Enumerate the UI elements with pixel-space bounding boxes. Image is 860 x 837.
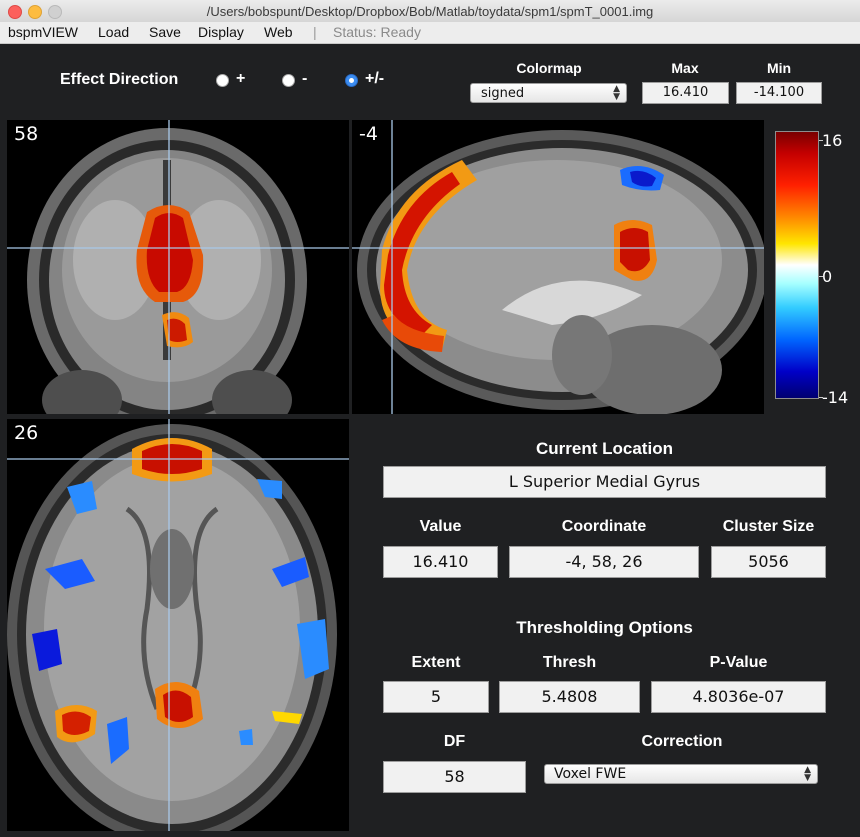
menu-bar: bspmVIEW Load Save Display Web | Status:… <box>0 22 860 44</box>
radio-positive[interactable] <box>216 74 229 87</box>
df-label: DF <box>443 733 466 750</box>
df-field[interactable]: 58 <box>383 761 526 793</box>
minimize-window-button[interactable] <box>28 5 42 19</box>
p-value-label: P-Value <box>709 654 768 671</box>
thresholding-title: Thresholding Options <box>516 618 693 637</box>
title-bar: /Users/bobspunt/Desktop/Dropbox/Bob/Matl… <box>0 0 860 23</box>
colorbar-min-label: -14 <box>822 388 849 407</box>
colormap-value: signed <box>481 86 525 101</box>
axial-view[interactable]: 26 <box>7 419 349 831</box>
colorbar <box>775 131 819 399</box>
effect-direction-label: Effect Direction <box>60 71 179 88</box>
cluster-size-label: Cluster Size <box>722 518 815 535</box>
region-field: L Superior Medial Gyrus <box>383 466 826 498</box>
coronal-view[interactable]: 58 <box>7 120 349 414</box>
menu-bspmview[interactable]: bspmVIEW <box>8 24 79 40</box>
radio-negative[interactable] <box>282 74 295 87</box>
min-label: Min <box>766 60 792 76</box>
menu-load[interactable]: Load <box>98 24 130 40</box>
colorbar-tick-mark <box>819 140 823 141</box>
coordinate-label: Coordinate <box>561 518 647 535</box>
close-window-button[interactable] <box>8 5 22 19</box>
thresh-field[interactable]: 5.4808 <box>499 681 640 713</box>
colorbar-tick-mark <box>819 276 823 277</box>
menu-display[interactable]: Display <box>198 24 244 40</box>
sagittal-view[interactable]: -4 <box>352 120 764 414</box>
sagittal-slice-number: -4 <box>359 123 378 145</box>
colormap-select[interactable]: signed ▲ ▼ <box>470 83 627 103</box>
p-value-field[interactable]: 4.8036e-07 <box>651 681 826 713</box>
colorbar-zero-label: 0 <box>822 267 833 286</box>
coordinate-field[interactable]: -4, 58, 26 <box>509 546 699 578</box>
value-field: 16.410 <box>383 546 498 578</box>
radio-positive-label: + <box>236 70 246 87</box>
status-text: Status: Ready <box>333 24 421 40</box>
thresh-label: Thresh <box>542 654 597 671</box>
max-field[interactable]: 16.410 <box>642 82 729 104</box>
value-label: Value <box>419 518 462 535</box>
coronal-brain-image <box>7 120 349 414</box>
extent-field[interactable]: 5 <box>383 681 489 713</box>
radio-both-label: +/- <box>365 70 385 87</box>
window-title: /Users/bobspunt/Desktop/Dropbox/Bob/Matl… <box>206 4 654 19</box>
select-arrows-icon: ▲ ▼ <box>613 84 620 102</box>
radio-negative-label: - <box>302 70 308 87</box>
max-label: Max <box>671 60 699 76</box>
menu-web[interactable]: Web <box>264 24 293 40</box>
axial-brain-image <box>7 419 349 831</box>
correction-select[interactable]: Voxel FWE ▲ ▼ <box>544 764 818 784</box>
colormap-label: Colormap <box>516 60 582 76</box>
radio-both[interactable] <box>345 74 358 87</box>
sagittal-brain-image <box>352 120 764 414</box>
colorbar-tick-mark <box>819 397 823 398</box>
correction-value: Voxel FWE <box>554 766 627 782</box>
cluster-size-field: 5056 <box>711 546 826 578</box>
coronal-slice-number: 58 <box>14 123 39 145</box>
menu-save[interactable]: Save <box>149 24 181 40</box>
menu-separator: | <box>313 24 317 40</box>
correction-label: Correction <box>641 733 723 750</box>
zoom-window-button[interactable] <box>48 5 62 19</box>
axial-slice-number: 26 <box>14 422 39 444</box>
current-location-title: Current Location <box>536 439 673 458</box>
select-arrows-icon: ▲ ▼ <box>804 765 811 783</box>
extent-label: Extent <box>411 654 461 671</box>
min-field[interactable]: -14.100 <box>736 82 822 104</box>
colorbar-max-label: 16 <box>822 131 843 150</box>
